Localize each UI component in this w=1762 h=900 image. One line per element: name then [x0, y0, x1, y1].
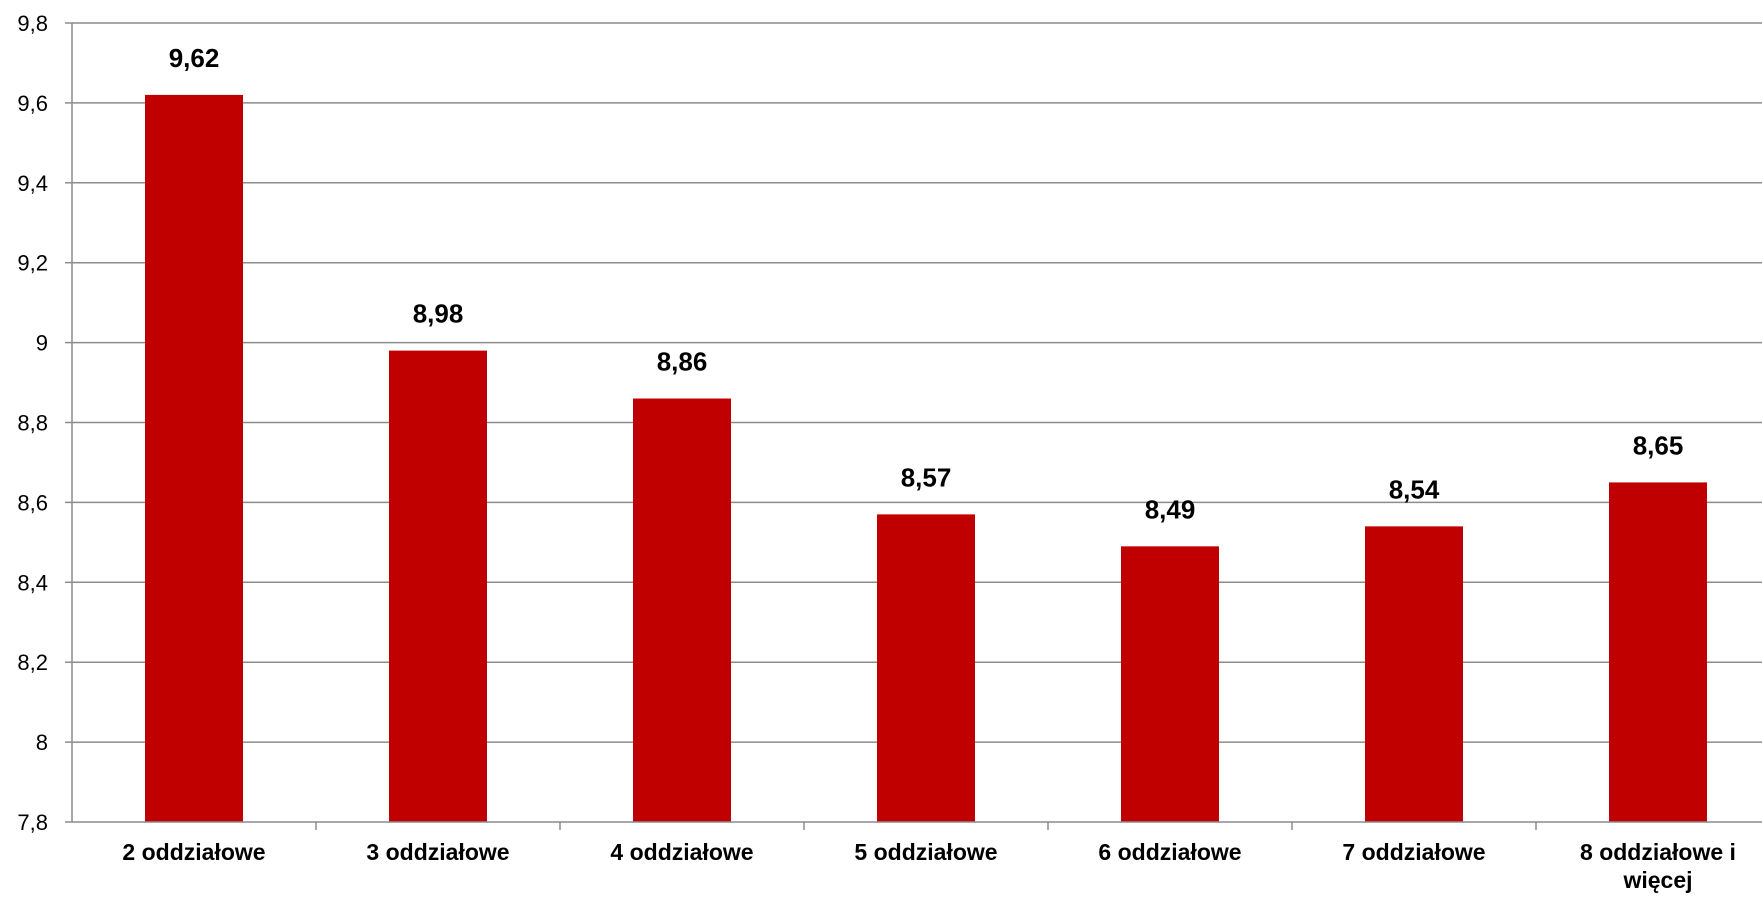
- bars: [145, 94, 1707, 822]
- data-label: 8,57: [901, 462, 952, 492]
- bar: [389, 350, 487, 822]
- bar: [633, 398, 731, 822]
- labels: 7,8 8 8,2 8,4 8,6 8,8 9 9,2 9,4 9,6 9,8 9,62 2 oddzi…: [17, 11, 1736, 893]
- data-label: 8,86: [657, 347, 708, 377]
- y-tick-label: 8: [36, 730, 48, 755]
- gridlines: [72, 22, 1762, 743]
- y-tick-label: 7,8: [17, 810, 48, 835]
- y-tick-label: 9: [36, 331, 48, 356]
- x-tick-label: 7 oddziałowe: [1342, 839, 1485, 865]
- x-tick-label: 5 oddziałowe: [854, 839, 997, 865]
- y-tick-label: 9,4: [17, 171, 48, 196]
- data-label: 8,65: [1633, 430, 1684, 460]
- x-tick-label: 2 oddziałowe: [122, 839, 265, 865]
- bar: [1609, 482, 1707, 822]
- data-label: 8,98: [413, 299, 464, 329]
- y-tick-label: 8,6: [17, 490, 48, 515]
- x-tick-label: 6 oddziałowe: [1098, 839, 1241, 865]
- y-tick-label: 8,8: [17, 411, 48, 436]
- bar: [1365, 526, 1463, 822]
- data-label: 9,62: [169, 43, 220, 73]
- bar: [877, 514, 975, 822]
- y-tick-label: 9,8: [17, 11, 48, 36]
- data-label: 8,54: [1389, 474, 1440, 504]
- y-tick-label: 8,2: [17, 650, 48, 675]
- axes: [65, 22, 1762, 830]
- bar: [145, 94, 243, 822]
- y-tick-label: 9,2: [17, 251, 48, 276]
- x-tick-label: 3 oddziałowe: [366, 839, 509, 865]
- x-tick-label: 8 oddziałowe i więcej: [1580, 839, 1736, 893]
- y-tick-label: 8,4: [17, 570, 48, 595]
- x-tick-label: 4 oddziałowe: [610, 839, 753, 865]
- y-tick-label: 9,6: [17, 91, 48, 116]
- data-label: 8,49: [1145, 494, 1196, 524]
- bar: [1121, 546, 1219, 822]
